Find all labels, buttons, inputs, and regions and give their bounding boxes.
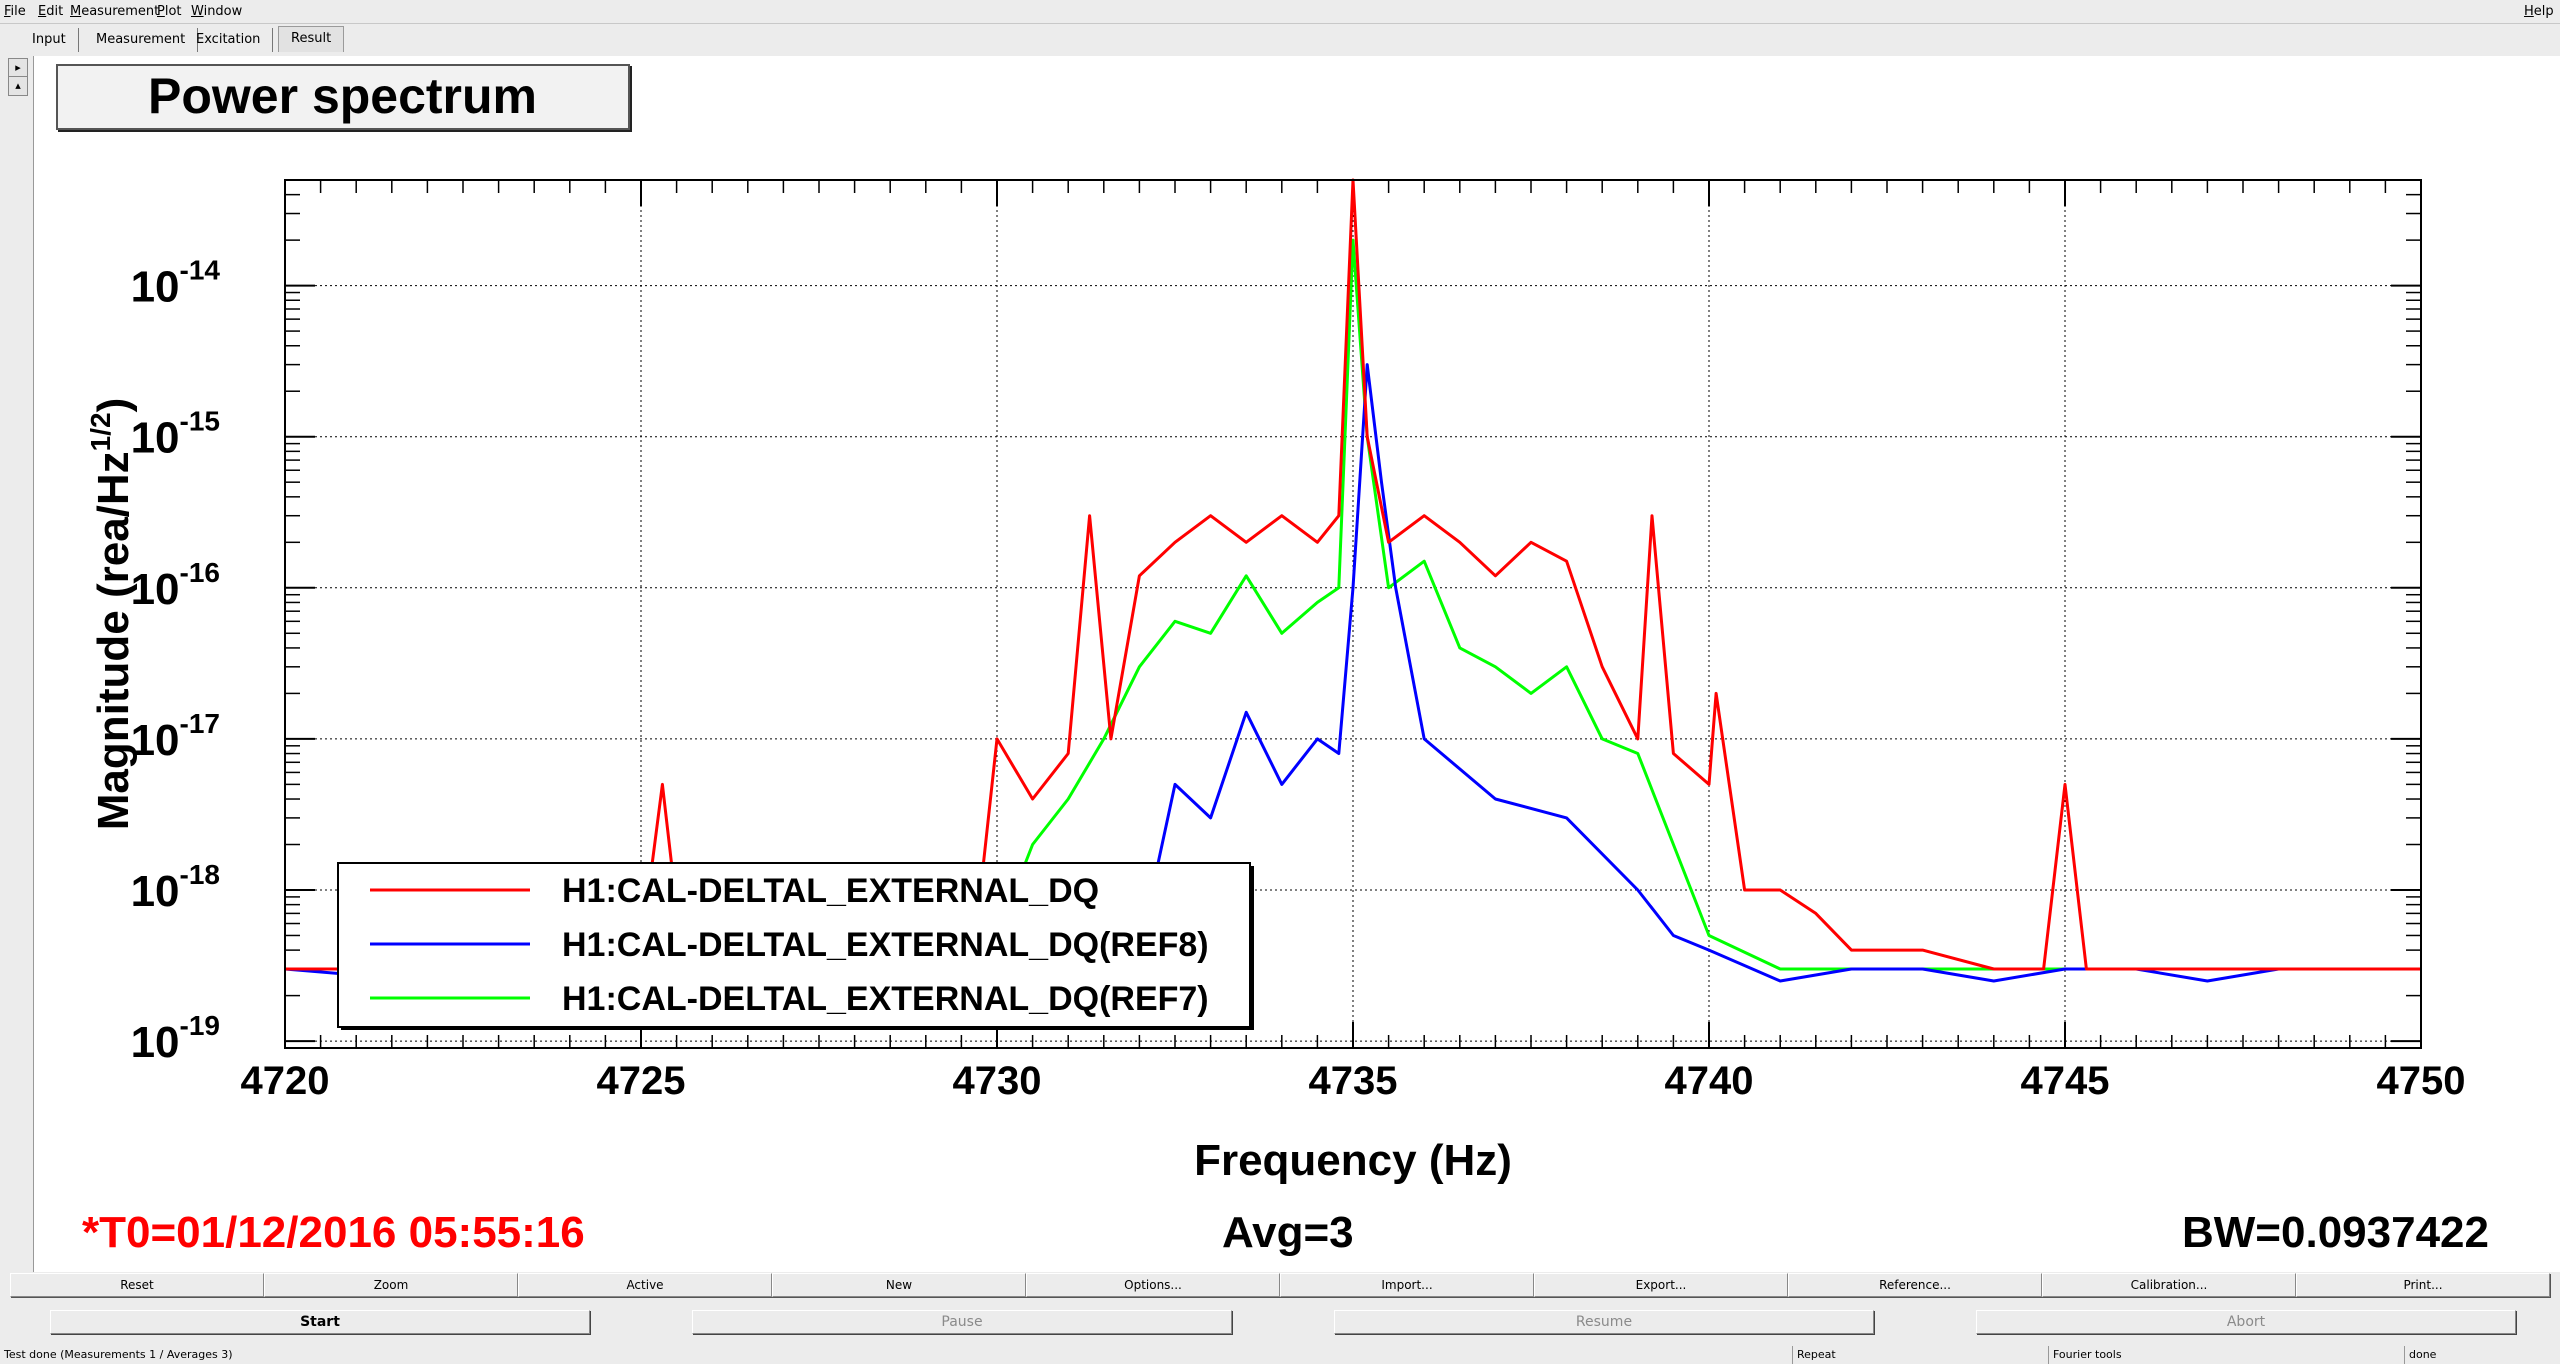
tab-measurement[interactable]: Measurement (84, 28, 199, 52)
menu-plot[interactable]: Plot (157, 4, 182, 19)
legend-label-1: H1:CAL-DELTAL_EXTERNAL_DQ(REF8) (562, 926, 1209, 964)
menu-edit[interactable]: Edit (38, 4, 64, 19)
averages-label: Avg=3 (1222, 1208, 1354, 1257)
resume-button[interactable]: Resume (1334, 1310, 1874, 1334)
pause-button[interactable]: Pause (692, 1310, 1232, 1334)
x-tick-label: 4740 (1665, 1059, 1754, 1103)
active-button[interactable]: Active (518, 1273, 772, 1297)
print-button[interactable]: Print... (2296, 1273, 2550, 1297)
start-button[interactable]: Start (50, 1310, 590, 1334)
x-ticks: 4720 4725 4730 4735 4740 4745 4750 (241, 180, 2466, 1103)
abort-button[interactable]: Abort (1976, 1310, 2516, 1334)
tab-excitation[interactable]: Excitation (184, 28, 274, 52)
plot-title: Power spectrum (56, 64, 630, 130)
y-tick-label: 10-16 (131, 557, 220, 614)
menu-measurement[interactable]: Measurement (70, 4, 160, 19)
calibration-button[interactable]: Calibration... (2042, 1273, 2296, 1297)
x-tick-label: 4720 (241, 1059, 330, 1103)
zoom-button[interactable]: Zoom (264, 1273, 518, 1297)
export-button[interactable]: Export... (1534, 1273, 1788, 1297)
options-button[interactable]: Options... (1026, 1273, 1280, 1297)
x-tick-label: 4750 (2377, 1059, 2466, 1103)
legend: H1:CAL-DELTAL_EXTERNAL_DQ H1:CAL-DELTAL_E… (337, 862, 1254, 1030)
run-controls: Start Pause Resume Abort (0, 1310, 2560, 1340)
x-tick-label: 4735 (1309, 1059, 1398, 1103)
reset-button[interactable]: Reset (10, 1273, 264, 1297)
status-done: done (2404, 1346, 2440, 1364)
t0-timestamp: *T0=01/12/2016 05:55:16 (82, 1208, 585, 1257)
status-fourier: Fourier tools (2048, 1346, 2126, 1364)
tab-input[interactable]: Input (20, 28, 79, 52)
legend-label-2: H1:CAL-DELTAL_EXTERNAL_DQ(REF7) (562, 980, 1209, 1018)
y-tick-label: 10-17 (131, 708, 220, 765)
new-button[interactable]: New (772, 1273, 1026, 1297)
status-repeat: Repeat (1792, 1346, 1840, 1364)
menu-file[interactable]: File (4, 4, 26, 19)
y-tick-label: 10-19 (131, 1010, 220, 1067)
plot-frame (284, 179, 2422, 1049)
plot-toolbar: Reset Zoom Active New Options... Import.… (10, 1273, 2550, 1299)
y-tick-label: 10-18 (131, 859, 220, 916)
x-tick-label: 4725 (597, 1059, 686, 1103)
x-tick-label: 4745 (2021, 1059, 2110, 1103)
x-axis-label: Frequency (Hz) (1194, 1136, 1512, 1185)
reference-button[interactable]: Reference... (1788, 1273, 2042, 1297)
status-message: Test done (Measurements 1 / Averages 3) (4, 1348, 233, 1361)
legend-label-0: H1:CAL-DELTAL_EXTERNAL_DQ (562, 872, 1099, 910)
menu-bar: File Edit Measurement Plot Window Help (0, 0, 2560, 24)
y-tick-label: 10-15 (131, 406, 220, 463)
tab-bar: Input Measurement Excitation Result (0, 26, 2560, 54)
tab-result[interactable]: Result (278, 26, 345, 52)
status-bar: Test done (Measurements 1 / Averages 3) … (0, 1344, 2560, 1364)
y-tick-label: 10-14 (131, 255, 221, 312)
bandwidth-label: BW=0.0937422 (2182, 1208, 2489, 1257)
plot-canvas[interactable] (33, 56, 2560, 1272)
menu-help[interactable]: Help (2524, 4, 2554, 19)
svg-text:Magnitude (rea/Hz1/2): Magnitude (rea/Hz1/2) (85, 398, 138, 831)
collapse-up-icon[interactable]: ▴ (8, 76, 28, 96)
menu-window[interactable]: Window (191, 4, 243, 19)
x-tick-label: 4730 (953, 1059, 1042, 1103)
y-axis-label: Magnitude (rea/Hz1/2) (85, 398, 138, 831)
import-button[interactable]: Import... (1280, 1273, 1534, 1297)
